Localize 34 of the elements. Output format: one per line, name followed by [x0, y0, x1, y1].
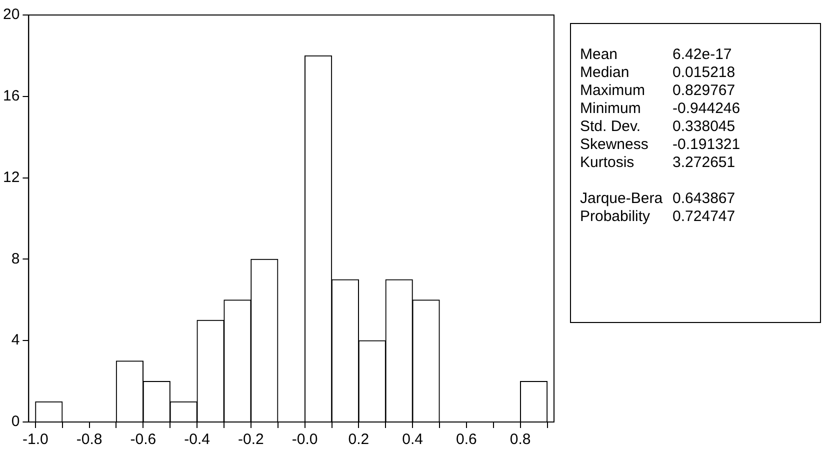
- text: Probability: [580, 208, 652, 226]
- text: -0.191321: [672, 136, 742, 154]
- x-tick-label: -0.8: [76, 431, 102, 448]
- text: 3.272651: [672, 154, 736, 172]
- text: 0.724747: [672, 208, 736, 226]
- y-tick-label: 4: [11, 332, 20, 349]
- text: Std. Dev.: [580, 118, 642, 136]
- text: 0.338045: [672, 118, 736, 136]
- text: Median: [580, 64, 630, 82]
- text: Minimum: [580, 100, 642, 118]
- text: Jarque-Bera: [580, 190, 663, 208]
- x-tick-label: -0.0: [292, 431, 318, 448]
- text: Skewness: [580, 136, 650, 154]
- text: 6.42e-17: [672, 46, 733, 64]
- x-tick-label: -1.0: [22, 431, 48, 448]
- text: 0.643867: [672, 190, 736, 208]
- y-tick-label: 0: [11, 413, 20, 430]
- y-tick-label: 8: [11, 250, 20, 268]
- text: 0.015218: [672, 64, 736, 82]
- text: 0.829767: [672, 82, 736, 100]
- x-tick-label: -0.4: [184, 431, 210, 448]
- x-tick-label: 0.2: [348, 431, 370, 448]
- x-tick-label: -0.6: [130, 431, 156, 448]
- y-tick-label: 20: [2, 6, 20, 24]
- x-tick-label: 0.4: [402, 431, 423, 448]
- x-tick-label: 0.8: [510, 431, 531, 448]
- x-tick-label: 0.6: [456, 431, 477, 448]
- x-tick-label: -0.2: [238, 431, 264, 448]
- y-tick-label: 12: [2, 168, 20, 186]
- y-tick-label: 16: [2, 88, 20, 105]
- text: Maximum: [580, 82, 646, 100]
- text: -0.944246: [672, 100, 742, 118]
- text: Kurtosis: [580, 154, 636, 172]
- text: Mean: [580, 46, 619, 64]
